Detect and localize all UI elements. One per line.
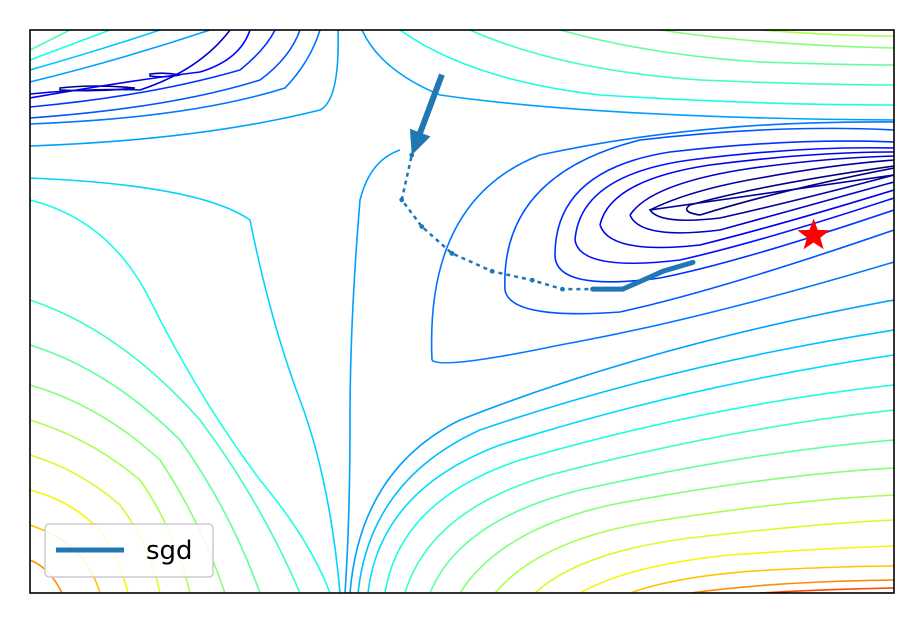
series-point-sgd <box>690 259 696 265</box>
legend: sgd <box>44 523 214 578</box>
contour-lower-8 <box>494 494 894 593</box>
contour-top-left-9 <box>30 30 161 71</box>
series-point-sgd <box>419 224 425 230</box>
series-point-sgd <box>529 277 535 283</box>
contour-lower-13 <box>759 587 894 593</box>
series-point-sgd <box>660 268 666 274</box>
contour-top-right-4 <box>659 30 894 49</box>
contour-basin-7 <box>504 127 894 315</box>
contour-lower-9 <box>534 519 894 593</box>
series-point-sgd <box>489 268 495 274</box>
contour-lower-1 <box>349 299 894 593</box>
contour-basin-2 <box>648 159 894 222</box>
contour-basin-8 <box>430 121 894 364</box>
contour-saddle-center <box>344 149 401 593</box>
axes-frame <box>29 29 895 594</box>
contour-basin-3 <box>629 155 894 234</box>
marker-layer <box>797 218 830 250</box>
series-point-sgd <box>560 286 565 292</box>
series-point-sgd <box>399 197 405 203</box>
contour-top-right-1 <box>399 30 894 106</box>
contour-top-left-6 <box>30 30 301 119</box>
series-tail-sgd <box>592 259 694 292</box>
contour-basin-1 <box>685 165 894 216</box>
contour-lower-2 <box>357 329 894 593</box>
contour-top-left-4 <box>30 30 231 95</box>
contour-lower-3 <box>367 354 894 593</box>
start-arrow-head <box>409 128 431 156</box>
series-layer <box>399 73 696 292</box>
contour-basin-4 <box>599 151 894 249</box>
contour-lower-5 <box>404 409 894 593</box>
legend-box <box>44 523 214 578</box>
minimum-star-marker <box>797 218 830 250</box>
contour-lower-11 <box>629 565 894 593</box>
contour-saddle-top <box>30 30 339 147</box>
contour-lower-4 <box>384 384 894 593</box>
contour-lower-7 <box>459 467 894 593</box>
contour-lines <box>30 30 894 593</box>
series-point-sgd <box>449 251 455 256</box>
contour-top-right-3 <box>559 30 894 66</box>
series-point-sgd <box>620 286 626 292</box>
start-arrow-shaft <box>413 73 445 144</box>
series-point-sgd <box>590 286 596 292</box>
contour-top-left-8 <box>30 30 211 83</box>
contour-saddle-left-2 <box>30 199 331 593</box>
contour-saddle-left <box>30 177 341 593</box>
contour-lower-10 <box>579 545 894 593</box>
contour-lower-left-1 <box>30 299 301 593</box>
contour-lower-left-2 <box>30 344 261 593</box>
contour-top-left-10 <box>30 30 111 61</box>
contour-basin-5 <box>574 146 894 265</box>
contour-saddle-top-right <box>361 30 894 121</box>
contour-lower-6 <box>429 439 894 593</box>
contour-lower-12 <box>689 579 894 593</box>
contour-top-right-5 <box>759 30 894 37</box>
contour-top-right-2 <box>469 30 894 86</box>
legend-label-sgd: sgd <box>146 536 193 566</box>
contour-top-left-11 <box>30 30 71 51</box>
contour-top-left-7 <box>30 30 321 125</box>
contour-top-left-5 <box>30 30 276 108</box>
